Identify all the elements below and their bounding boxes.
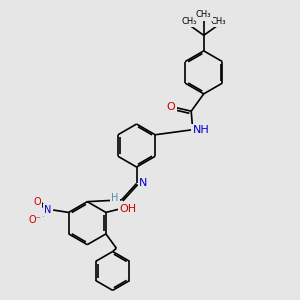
Text: CH₃: CH₃ — [196, 10, 212, 19]
Text: CH₃: CH₃ — [182, 17, 197, 26]
Text: NH: NH — [193, 125, 209, 135]
Text: N: N — [44, 205, 52, 215]
Text: CH₃: CH₃ — [210, 17, 226, 26]
Text: O: O — [167, 102, 176, 112]
Text: O⁻: O⁻ — [29, 215, 42, 225]
Text: OH: OH — [119, 204, 136, 214]
Text: O: O — [33, 197, 41, 207]
Text: N: N — [139, 178, 147, 188]
Text: H: H — [111, 194, 119, 203]
